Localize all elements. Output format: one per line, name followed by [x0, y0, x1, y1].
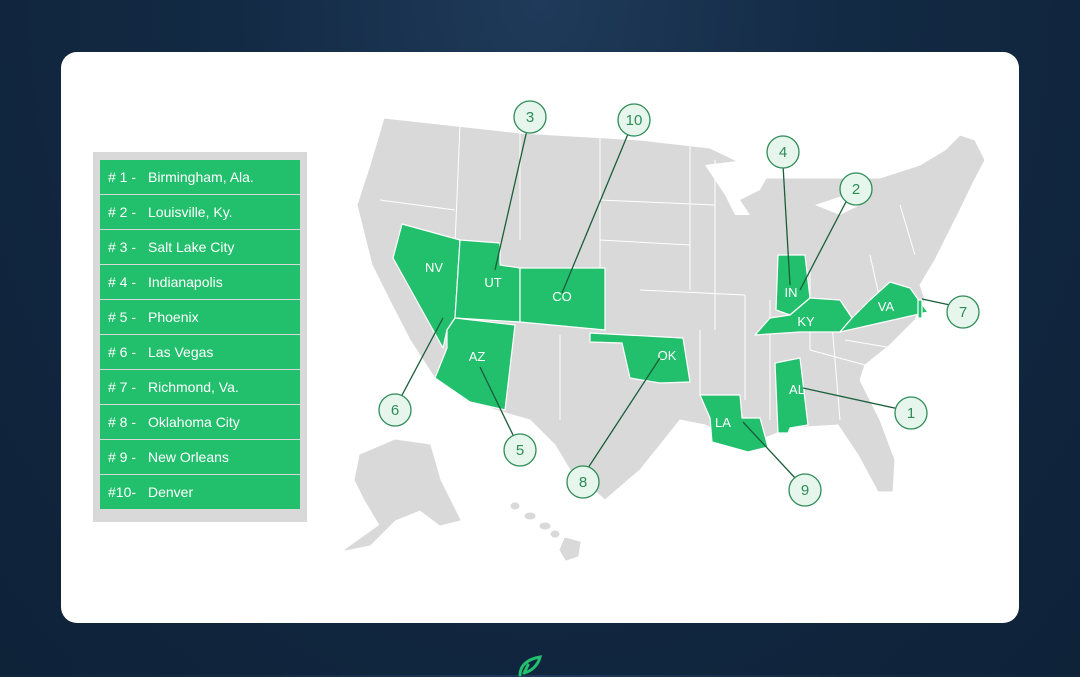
label-az: AZ [469, 349, 486, 364]
marker-8-label: 8 [579, 474, 587, 491]
marker-6-label: 6 [391, 402, 399, 419]
marker-7-label: 7 [959, 304, 967, 321]
ranking-legend: # 1 - Birmingham, Ala. # 2 - Louisville, K… [93, 152, 307, 522]
legend-rank: # 4 - [108, 274, 137, 290]
legend-city: Birmingham, Ala. [148, 169, 254, 185]
state-colorado [519, 267, 606, 331]
legend-rank: # 2 - [108, 204, 137, 220]
marker-5-label: 5 [516, 442, 524, 459]
hawaii [510, 502, 581, 561]
legend-city: Oklahoma City [148, 414, 240, 430]
legend-item-1: # 1 - Birmingham, Ala. [100, 160, 300, 194]
legend-city: Richmond, Va. [148, 379, 239, 395]
marker-9-label: 9 [801, 482, 809, 499]
legend-item-4: # 4 - Indianapolis [100, 265, 300, 299]
legend-item-9: # 9 - New Orleans [100, 440, 300, 474]
label-ky: KY [797, 314, 815, 329]
legend-city: Louisville, Ky. [148, 204, 233, 220]
legend-item-5: # 5 - Phoenix [100, 300, 300, 334]
state-virginia [839, 281, 929, 333]
legend-city: Denver [148, 484, 194, 500]
legend-rank: # 6 - [108, 344, 137, 360]
marker-8: 8 [566, 465, 600, 499]
leaf-logo-icon [518, 655, 543, 677]
marker-3-label: 3 [526, 109, 534, 126]
marker-4: 4 [766, 135, 800, 169]
label-in: IN [785, 285, 798, 300]
alaska [344, 439, 461, 551]
marker-10: 10 [617, 103, 651, 137]
marker-4-label: 4 [779, 144, 787, 161]
legend-rank: #10- [108, 484, 137, 500]
legend-rank: # 7 - [108, 379, 137, 395]
legend-item-8: # 8 - Oklahoma City [100, 405, 300, 439]
legend-item-2: # 2 - Louisville, Ky. [100, 195, 300, 229]
legend-rank: # 9 - [108, 449, 137, 465]
marker-3: 3 [513, 100, 547, 134]
marker-2-label: 2 [852, 181, 860, 198]
label-al: AL [789, 382, 805, 397]
state-alabama [774, 357, 809, 434]
state-kentucky [754, 297, 853, 336]
marker-5: 5 [503, 433, 537, 467]
legend-city: Las Vegas [148, 344, 214, 360]
marker-2: 2 [839, 172, 873, 206]
legend-city: Indianapolis [148, 274, 223, 290]
legend-rank: # 1 - [108, 169, 137, 185]
us-mainland [356, 117, 986, 501]
legend-rank: # 5 - [108, 309, 137, 325]
marker-6: 6 [378, 393, 412, 427]
legend-city: New Orleans [148, 449, 229, 465]
marker-1: 1 [894, 396, 928, 430]
label-nv: NV [425, 260, 443, 275]
label-la: LA [715, 415, 731, 430]
label-ut: UT [484, 275, 501, 290]
legend-item-7: # 7 - Richmond, Va. [100, 370, 300, 404]
marker-7: 7 [946, 295, 980, 329]
legend-rank: # 3 - [108, 239, 137, 255]
great-lakes [705, 160, 860, 215]
legend-city: Phoenix [148, 309, 199, 325]
state-arizona [434, 317, 516, 411]
state-delaware [917, 299, 923, 319]
state-louisiana [699, 394, 769, 453]
leader-lines [400, 129, 951, 480]
label-va: VA [878, 299, 895, 314]
legend-item-6: # 6 - Las Vegas [100, 335, 300, 369]
marker-9: 9 [788, 473, 822, 507]
label-ok: OK [658, 348, 677, 363]
marker-10-label: 10 [626, 112, 643, 129]
legend-item-3: # 3 - Salt Lake City [100, 230, 300, 264]
legend-item-10: #10- Denver [100, 475, 300, 509]
marker-1-label: 1 [907, 405, 915, 422]
label-co: CO [552, 289, 572, 304]
legend-city: Salt Lake City [148, 239, 235, 255]
legend-rank: # 8 - [108, 414, 137, 430]
